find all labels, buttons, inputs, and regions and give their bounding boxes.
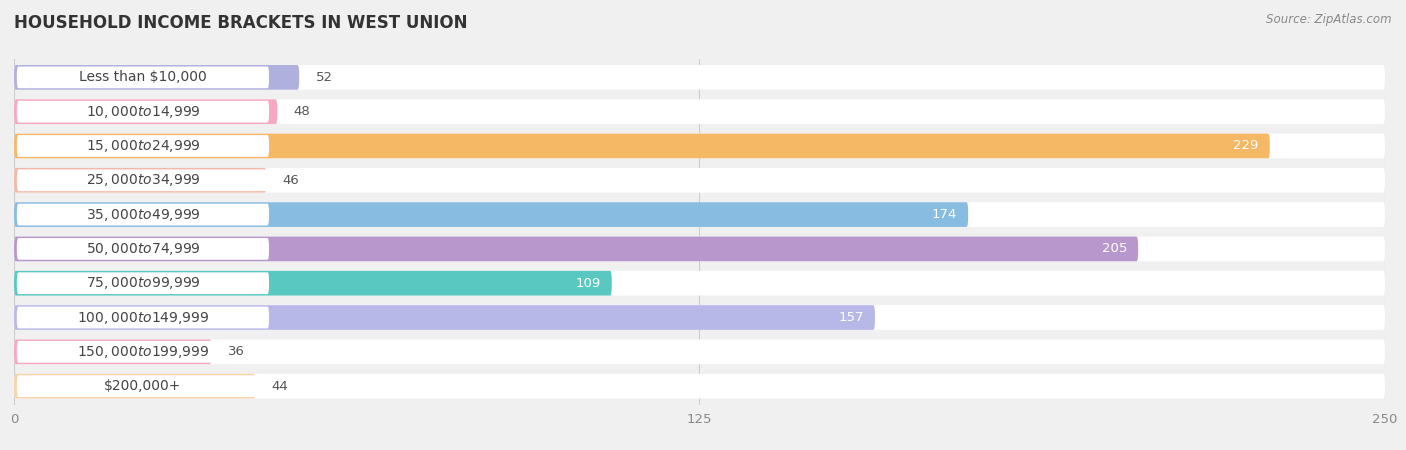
Text: 157: 157 bbox=[838, 311, 863, 324]
Text: Less than $10,000: Less than $10,000 bbox=[79, 70, 207, 84]
FancyBboxPatch shape bbox=[14, 339, 1385, 364]
Text: 48: 48 bbox=[294, 105, 311, 118]
Text: HOUSEHOLD INCOME BRACKETS IN WEST UNION: HOUSEHOLD INCOME BRACKETS IN WEST UNION bbox=[14, 14, 468, 32]
Text: 52: 52 bbox=[316, 71, 333, 84]
Text: Source: ZipAtlas.com: Source: ZipAtlas.com bbox=[1267, 14, 1392, 27]
FancyBboxPatch shape bbox=[14, 374, 256, 399]
Text: $10,000 to $14,999: $10,000 to $14,999 bbox=[86, 104, 200, 120]
Text: 44: 44 bbox=[271, 380, 288, 393]
FancyBboxPatch shape bbox=[17, 67, 269, 88]
Text: 174: 174 bbox=[932, 208, 957, 221]
FancyBboxPatch shape bbox=[14, 339, 211, 364]
Text: 36: 36 bbox=[228, 345, 245, 358]
FancyBboxPatch shape bbox=[17, 272, 269, 294]
Text: 109: 109 bbox=[575, 277, 600, 290]
FancyBboxPatch shape bbox=[17, 306, 269, 328]
Text: $200,000+: $200,000+ bbox=[104, 379, 181, 393]
Text: 229: 229 bbox=[1233, 140, 1258, 153]
FancyBboxPatch shape bbox=[14, 202, 1385, 227]
FancyBboxPatch shape bbox=[14, 134, 1270, 158]
FancyBboxPatch shape bbox=[17, 238, 269, 260]
FancyBboxPatch shape bbox=[14, 305, 1385, 330]
Text: $75,000 to $99,999: $75,000 to $99,999 bbox=[86, 275, 200, 291]
FancyBboxPatch shape bbox=[14, 65, 1385, 90]
Text: 205: 205 bbox=[1102, 243, 1128, 256]
FancyBboxPatch shape bbox=[14, 99, 277, 124]
Text: $150,000 to $199,999: $150,000 to $199,999 bbox=[77, 344, 209, 360]
FancyBboxPatch shape bbox=[17, 375, 269, 397]
FancyBboxPatch shape bbox=[14, 271, 1385, 296]
Text: $25,000 to $34,999: $25,000 to $34,999 bbox=[86, 172, 200, 188]
FancyBboxPatch shape bbox=[14, 237, 1385, 261]
FancyBboxPatch shape bbox=[17, 101, 269, 122]
FancyBboxPatch shape bbox=[14, 202, 969, 227]
Text: $50,000 to $74,999: $50,000 to $74,999 bbox=[86, 241, 200, 257]
FancyBboxPatch shape bbox=[14, 271, 612, 296]
FancyBboxPatch shape bbox=[14, 374, 1385, 399]
Text: $15,000 to $24,999: $15,000 to $24,999 bbox=[86, 138, 200, 154]
FancyBboxPatch shape bbox=[14, 237, 1139, 261]
FancyBboxPatch shape bbox=[17, 204, 269, 225]
FancyBboxPatch shape bbox=[14, 65, 299, 90]
Text: 46: 46 bbox=[283, 174, 299, 187]
FancyBboxPatch shape bbox=[14, 134, 1385, 158]
FancyBboxPatch shape bbox=[17, 169, 269, 191]
FancyBboxPatch shape bbox=[17, 341, 269, 363]
Text: $35,000 to $49,999: $35,000 to $49,999 bbox=[86, 207, 200, 223]
FancyBboxPatch shape bbox=[17, 135, 269, 157]
FancyBboxPatch shape bbox=[14, 168, 1385, 193]
FancyBboxPatch shape bbox=[14, 168, 266, 193]
Text: $100,000 to $149,999: $100,000 to $149,999 bbox=[77, 310, 209, 325]
FancyBboxPatch shape bbox=[14, 305, 875, 330]
FancyBboxPatch shape bbox=[14, 99, 1385, 124]
